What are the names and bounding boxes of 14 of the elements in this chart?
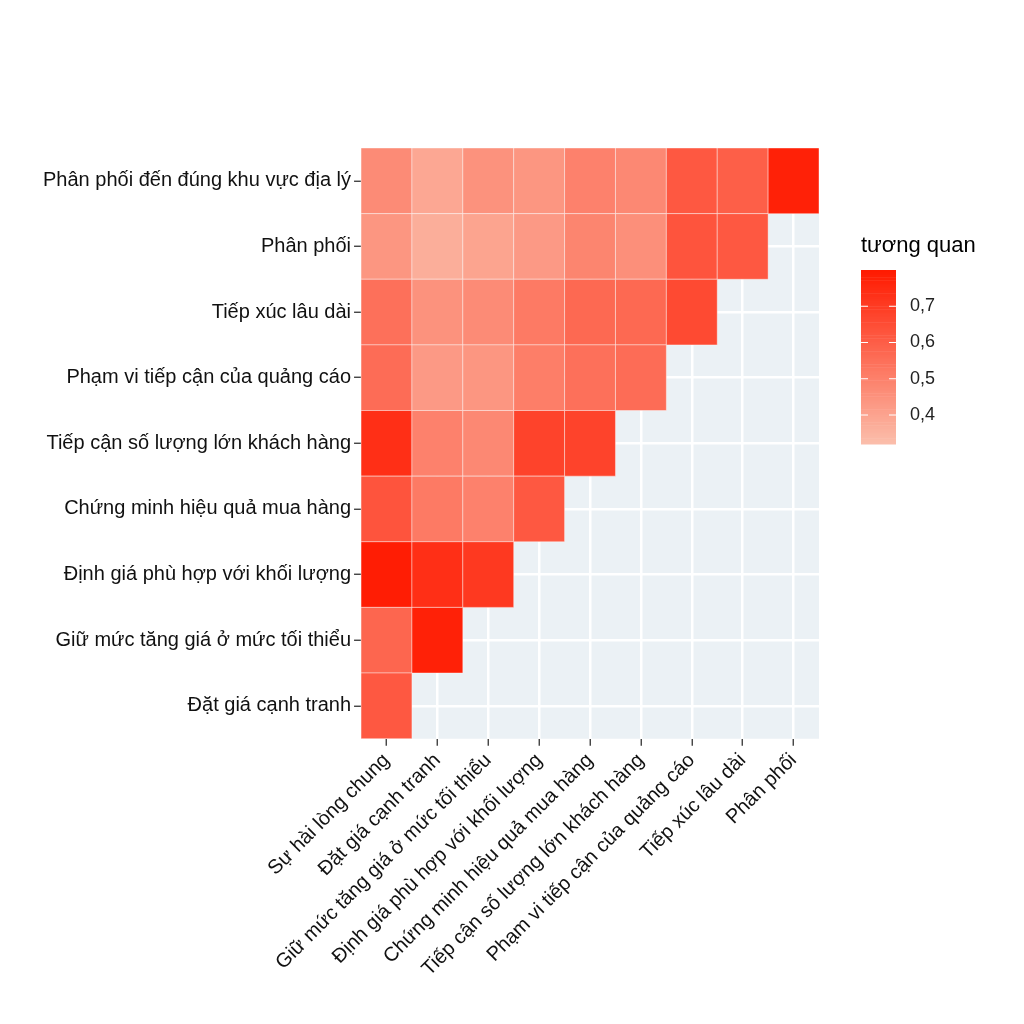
y-tick-label: Tiếp cận số lượng lớn khách hàng [46,430,352,453]
color-bar-title: tương quan [861,232,976,257]
y-tick-label: Giữ mức tăng giá ở mức tối thiểu [55,627,352,650]
color-bar-label: 0,5 [910,367,936,388]
y-tick-label: Phạm vi tiếp cận của quảng cáo [66,365,352,388]
y-tick-label: Đặt giá cạnh tranh [187,693,352,716]
y-tick-label: Phân phối [260,233,352,256]
y-tick-label: Chứng minh hiệu quả mua hàng [64,496,352,519]
color-bar-label: 0,4 [910,403,936,424]
color-bar-label: 0,7 [910,295,936,316]
y-tick-label: Tiếp xúc lâu dài [211,299,352,322]
color-bar-label: 0,6 [910,331,936,352]
y-tick-label: Định giá phù hợp với khối lượng [63,562,352,585]
y-tick-label: Phân phối đến đúng khu vực địa lý [43,168,352,191]
